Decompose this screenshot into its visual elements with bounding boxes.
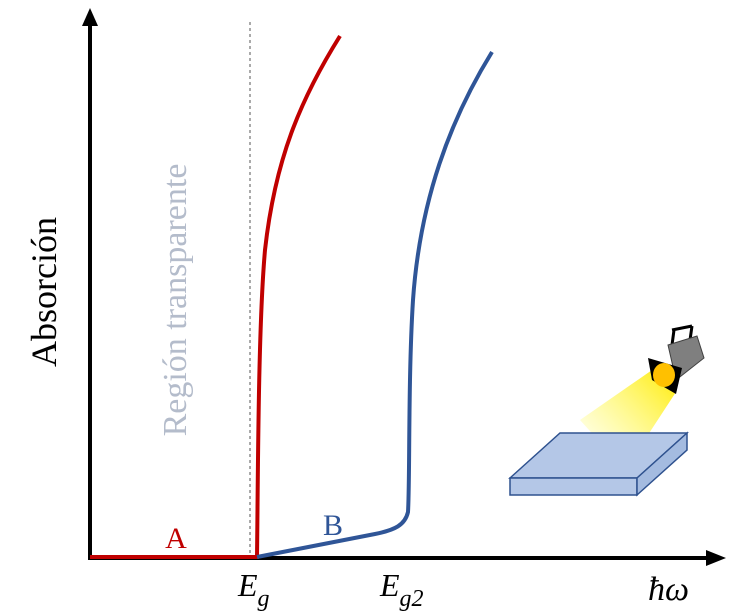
label-part: g2 (400, 586, 424, 612)
region-label: Región transparente (157, 164, 194, 437)
x-label: Eg2 (379, 567, 424, 612)
diagram: Absorción Región transparente A B Eg Eg2… (0, 0, 732, 616)
x-axis-label: ħω (648, 571, 689, 608)
curve-label: B (323, 509, 343, 542)
y-axis-label: Absorción (24, 217, 64, 367)
label-part: E (379, 567, 400, 603)
y-axis-arrow (82, 8, 98, 26)
x-axis-arrow (706, 550, 726, 566)
slab-front (510, 478, 637, 495)
label-part: g (258, 586, 270, 612)
x-label: Eg (237, 567, 270, 612)
curve-a (90, 36, 340, 557)
curve-label: A (165, 522, 187, 555)
label-part: E (237, 567, 258, 603)
